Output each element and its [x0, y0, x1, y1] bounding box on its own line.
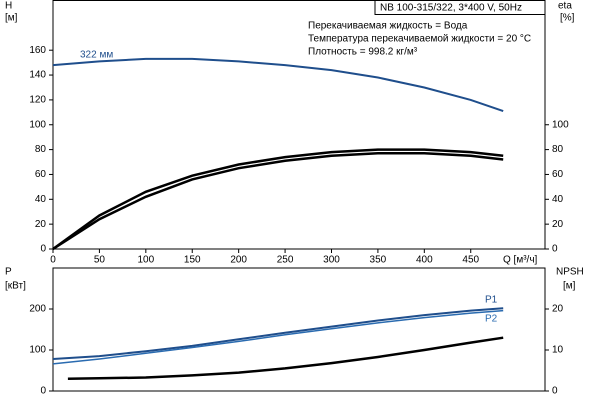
y2-tick-label: 80 [552, 144, 564, 155]
y2-tick-label: 60 [552, 169, 564, 180]
y-axis-label: [м] [5, 13, 18, 24]
y-tick-label: 20 [35, 219, 47, 230]
y-tick-label: 160 [29, 45, 46, 56]
x-tick-label: 0 [50, 255, 56, 266]
y-tick-label: 0 [40, 386, 46, 397]
series-line [52, 152, 504, 251]
y2-tick-label: 10 [552, 345, 564, 356]
y-tick-label: 0 [40, 244, 46, 255]
y2-tick-label: 40 [552, 194, 564, 205]
series-label: P1 [485, 295, 498, 306]
y-tick-label: 80 [35, 144, 47, 155]
y-tick-label: 100 [29, 119, 46, 130]
x-tick-label: 100 [137, 255, 154, 266]
y2-tick-label: 20 [552, 219, 564, 230]
y2-axis-label: [%] [560, 13, 575, 24]
y2-tick-label: 0 [552, 386, 558, 397]
y2-tick-label: 100 [552, 119, 569, 130]
series-line [67, 336, 504, 380]
annotation: Температура перекачиваемой жидкости = 20… [308, 34, 531, 45]
y2-axis-label: eta [558, 1, 572, 12]
series-line [52, 307, 504, 360]
y-axis-label: [кВт] [5, 281, 26, 292]
y-axis-label: P [5, 267, 12, 278]
chart-title: NB 100-315/322, 3*400 V, 50Hz [380, 3, 522, 14]
x-tick-label: 150 [184, 255, 201, 266]
x-tick-label: 450 [462, 255, 479, 266]
y-tick-label: 100 [29, 345, 46, 356]
y-tick-label: 140 [29, 70, 46, 81]
series-label: P2 [485, 314, 498, 325]
x-tick-label: 300 [323, 255, 340, 266]
y2-tick-label: 0 [552, 244, 558, 255]
x-tick-label: 400 [416, 255, 433, 266]
annotation: Плотность = 998.2 кг/м³ [308, 47, 418, 58]
y2-tick-label: 20 [552, 304, 564, 315]
x-tick-label: 350 [370, 255, 387, 266]
series-line [52, 57, 504, 113]
series-label: 322 мм [80, 50, 113, 61]
y-axis-label: H [5, 1, 12, 12]
series-line [52, 148, 504, 251]
y2-axis-label: [м] [563, 281, 576, 292]
x-tick-label: 250 [277, 255, 294, 266]
y-tick-label: 60 [35, 169, 47, 180]
plot-frame [52, 267, 546, 392]
x-axis-label: Q [м³/ч] [503, 255, 538, 266]
y-tick-label: 120 [29, 95, 46, 106]
annotation: Перекачиваемая жидкость = Вода [308, 21, 468, 32]
y-tick-label: 40 [35, 194, 47, 205]
y2-axis-label: NPSH [556, 267, 584, 278]
x-tick-label: 200 [230, 255, 247, 266]
series-line [52, 309, 504, 365]
x-tick-label: 50 [94, 255, 106, 266]
y-tick-label: 200 [29, 304, 46, 315]
